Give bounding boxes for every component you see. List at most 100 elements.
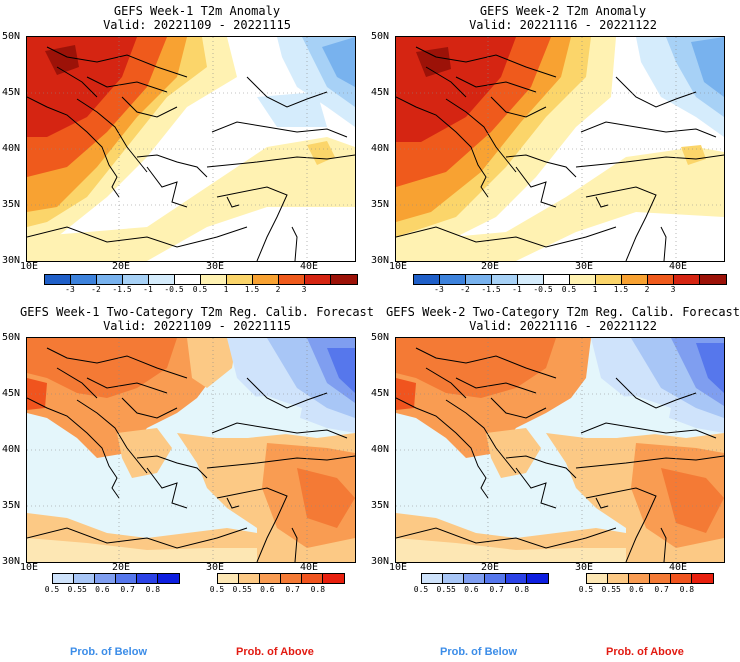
colorbar-swatch	[518, 275, 544, 284]
colorbar-swatch	[302, 574, 323, 583]
lat-label-40n: 40N	[2, 143, 21, 154]
colorbar-swatch	[137, 574, 158, 583]
colorbar-tick-label: 0.5	[578, 585, 594, 594]
panel-title: GEFS Week-1 Two-Category T2m Reg. Calib.…	[19, 305, 374, 319]
lon-label-20e: 20E	[112, 261, 131, 272]
panel-valid-dates: Valid: 20221109 - 20221115	[103, 18, 291, 32]
colorbar-swatch	[201, 275, 227, 284]
prob-below-legend: Prob. of Below	[70, 646, 147, 658]
colorbar-tick-label: -1.5	[112, 285, 132, 294]
colorbar-swatch	[629, 574, 650, 583]
colorbar-tick-label: -1.5	[481, 285, 501, 294]
lon-label-30e: 30E	[575, 261, 594, 272]
colorbar-swatch	[414, 275, 440, 284]
colorbar-swatch	[506, 574, 527, 583]
colorbar-tick-label: 0.8	[679, 585, 695, 594]
colorbar-swatch	[74, 574, 95, 583]
lon-label-30e: 30E	[575, 562, 594, 573]
above-colorbar	[217, 573, 345, 584]
lon-label-10e: 10E	[20, 562, 39, 573]
above-colorbar-labels: 0.5 0.55 0.6 0.7 0.8	[210, 585, 343, 595]
colorbar-swatch	[218, 574, 239, 583]
colorbar-tick-label: -3	[434, 285, 444, 294]
lat-label-35n: 35N	[371, 500, 390, 511]
colorbar-swatch	[622, 275, 648, 284]
colorbar-tick-label: 2	[644, 285, 650, 294]
panel-title: GEFS Week-2 Two-Category T2m Reg. Calib.…	[385, 305, 740, 319]
colorbar-swatch	[331, 275, 357, 284]
colorbar-tick-label: 2	[275, 285, 281, 294]
probability-map	[26, 337, 356, 563]
colorbar-swatch	[492, 275, 518, 284]
colorbar-swatch	[587, 574, 608, 583]
lat-label-35n: 35N	[371, 199, 390, 210]
lon-label-40e: 40E	[669, 562, 688, 573]
colorbar-tick-label: 0.55	[436, 585, 456, 594]
colorbar-tick-label: 0.7	[120, 585, 135, 594]
colorbar-tick-label: 0.5	[209, 585, 225, 594]
colorbar-tick-label: 0.55	[601, 585, 621, 594]
colorbar-tick-label: 0.5	[44, 585, 60, 594]
panel-title: GEFS Week-2 T2m Anomaly	[479, 4, 647, 18]
colorbar-swatch	[570, 275, 596, 284]
colorbar-tick-label: 0.6	[464, 585, 479, 594]
colorbar-tick-label: 0.8	[310, 585, 326, 594]
colorbar-tick-label: 0.8	[145, 585, 161, 594]
week2-anomaly-panel: GEFS Week-2 T2m Anomaly Valid: 20221116 …	[370, 0, 740, 300]
colorbar-swatch	[45, 275, 71, 284]
lat-label-30n: 30N	[371, 556, 390, 567]
colorbar-swatch	[175, 275, 201, 284]
lat-label-45n: 45N	[2, 87, 21, 98]
probability-map	[395, 337, 725, 563]
colorbar-tick-label: 1	[592, 285, 598, 294]
colorbar-tick-label: 1	[223, 285, 229, 294]
colorbar-tick-label: 0.5	[561, 285, 577, 294]
colorbar-tick-label: -1	[143, 285, 153, 294]
panel-title: GEFS Week-1 T2m Anomaly	[113, 4, 281, 18]
colorbar-tick-label: 0.55	[67, 585, 87, 594]
colorbar-swatch	[443, 574, 464, 583]
colorbar-swatch	[674, 275, 700, 284]
anomaly-map-svg	[396, 37, 724, 261]
colorbar-tick-label: 0.7	[489, 585, 504, 594]
panel-valid-dates: Valid: 20221116 - 20221122	[469, 18, 657, 32]
colorbar-swatch	[227, 275, 253, 284]
lon-label-40e: 40E	[669, 261, 688, 272]
lon-label-20e: 20E	[481, 562, 500, 573]
lat-label-45n: 45N	[2, 388, 21, 399]
colorbar-swatch	[596, 275, 622, 284]
colorbar-swatch	[466, 275, 492, 284]
lon-label-20e: 20E	[481, 261, 500, 272]
probability-map-svg	[27, 338, 355, 562]
lat-label-50n: 50N	[371, 31, 390, 42]
colorbar-swatch	[71, 275, 97, 284]
colorbar-swatch	[422, 574, 443, 583]
prob-above-legend: Prob. of Above	[236, 646, 314, 658]
below-colorbar-labels: 0.5 0.55 0.6 0.7 0.8	[414, 585, 547, 595]
colorbar-swatch	[485, 574, 506, 583]
colorbar-swatch	[116, 574, 137, 583]
colorbar-swatch	[692, 574, 713, 583]
colorbar-tick-label: -0.5	[164, 285, 184, 294]
colorbar-tick-label: 1.5	[244, 285, 260, 294]
colorbar-tick-label: 0.5	[192, 285, 208, 294]
colorbar-swatch	[253, 275, 279, 284]
colorbar-swatch	[544, 275, 570, 284]
lat-label-35n: 35N	[2, 199, 21, 210]
colorbar-swatch	[527, 574, 548, 583]
anomaly-map	[26, 36, 356, 262]
week1-anomaly-panel: GEFS Week-1 T2m Anomaly Valid: 20221109 …	[0, 0, 370, 300]
colorbar-swatch	[440, 275, 466, 284]
lat-label-45n: 45N	[371, 388, 390, 399]
lon-label-10e: 10E	[389, 562, 408, 573]
colorbar-tick-label: 0.55	[232, 585, 252, 594]
colorbar-tick-label: 0.7	[654, 585, 669, 594]
above-colorbar	[586, 573, 714, 584]
colorbar-swatch	[260, 574, 281, 583]
anomaly-colorbar	[413, 274, 727, 285]
colorbar-tick-label: -1	[512, 285, 522, 294]
colorbar-swatch	[700, 275, 726, 284]
colorbar-swatch	[464, 574, 485, 583]
week1-probability-panel: GEFS Week-1 Two-Category T2m Reg. Calib.…	[0, 300, 374, 662]
colorbar-swatch	[123, 275, 149, 284]
